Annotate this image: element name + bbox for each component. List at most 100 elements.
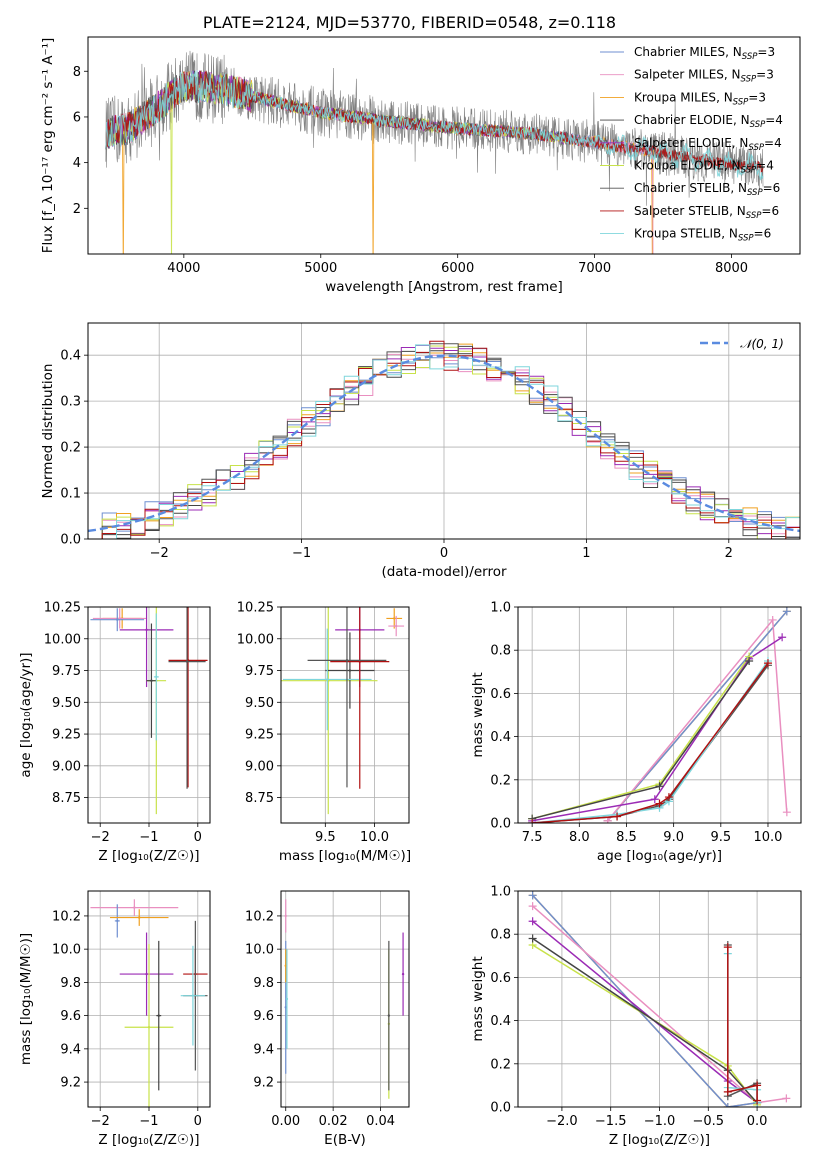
plot-area-spectrum (105, 50, 764, 254)
legend-n-value: 3 (766, 68, 774, 82)
legend-name: Salpeter MILES (634, 68, 724, 82)
legend-n-value: 3 (758, 90, 766, 104)
plus-marker (723, 1103, 732, 1107)
legend-n-prefix: , N (724, 68, 741, 82)
legend-entry: Chabrier STELIB, NSSP=6 (634, 181, 780, 198)
legend-subscript: SSP (748, 143, 764, 153)
legend-name: Chabrier STELIB (634, 181, 730, 195)
x-tick-label: 7000 (578, 261, 611, 276)
legend-n-prefix: , N (733, 113, 750, 127)
y-tick-label: 1.0 (490, 885, 511, 900)
data-point (138, 916, 141, 919)
legend-n-value: 6 (764, 227, 772, 241)
y-tick-label: 8.75 (52, 791, 81, 806)
panel-mass_vs_EBV: 0.00 0.02 0.04 9.2 9.4 9.6 9.8 10.0 10.2 E(B-V) (245, 890, 410, 1148)
y-tick-label: 9.50 (245, 696, 274, 711)
axes-frame (87, 322, 801, 540)
plus-marker (528, 819, 537, 823)
y-tick-label: 0.8 (490, 644, 511, 659)
legend-subscript: SSP (746, 211, 762, 221)
data-point (116, 618, 119, 621)
y-tick-label: 10.25 (237, 601, 274, 616)
data-point (145, 972, 148, 976)
y-axis-label: mass [log₁₀(M/M☉)] (18, 933, 34, 1065)
plus-marker (613, 812, 622, 821)
data-point (185, 660, 189, 663)
x-tick-label: −2 (150, 546, 169, 561)
y-tick-label: 0.1 (60, 487, 81, 502)
y-tick-label: 0.4 (490, 1014, 511, 1029)
x-tick-label: −1 (139, 1114, 158, 1129)
y-tick-label: 9.2 (253, 1076, 274, 1091)
legend-n-value: 4 (774, 136, 782, 150)
legend-name: Salpeter STELIB (634, 204, 729, 218)
x-tick-label: 0.0 (747, 1114, 768, 1129)
legend-entry: Kroupa MILES, NSSP=3 (634, 90, 766, 107)
data-point (358, 660, 361, 663)
legend-entry: Salpeter ELODIE, NSSP=4 (634, 136, 782, 153)
data-point (393, 617, 396, 620)
legend-subscript: SSP (742, 52, 758, 62)
legend-n-value: 3 (767, 45, 775, 59)
y-tick-label: 10.00 (44, 632, 81, 647)
data-point (155, 675, 158, 679)
x-axis-label: Z [log₁₀(Z/Z☉)] (98, 848, 199, 864)
x-tick-label: 0 (194, 830, 202, 845)
axes-frame (517, 890, 802, 1108)
data-point (157, 1014, 160, 1017)
plus-marker (782, 808, 791, 817)
x-tick-label: 10.0 (360, 830, 389, 845)
legend-eq: = (763, 181, 773, 195)
x-tick-label: 5000 (304, 261, 337, 276)
data-point (284, 914, 287, 918)
panel-weight_vs_age: 7.5 8.0 8.5 9.0 9.5 10.0 0.0 0.2 0.4 0.6 0.8 1.0 age… (470, 601, 802, 864)
data-point (145, 628, 148, 632)
x-tick-label: 0.02 (319, 1114, 348, 1129)
plus-marker (763, 659, 772, 668)
axes-frame (517, 606, 802, 824)
plot-area-age_vs_Z (90, 607, 208, 815)
legend-name: Kroupa ELODIE (634, 159, 724, 173)
y-tick-label: 9.4 (253, 1042, 274, 1057)
data-point (345, 659, 349, 662)
series-line-chabrier-miles (532, 894, 758, 1107)
x-tick-label: 6000 (441, 261, 474, 276)
y-axis-label: mass weight (470, 672, 486, 757)
plus-marker (528, 917, 537, 926)
x-tick-label: 2 (725, 546, 733, 561)
y-tick-label: 9.25 (52, 728, 81, 743)
axes-frame (87, 890, 211, 1108)
x-tick-label: 9.0 (663, 830, 684, 845)
model-line-salpeter-miles (120, 71, 654, 254)
legend-n-value: 6 (771, 204, 779, 218)
data-point (191, 994, 195, 997)
chart-title: PLATE=2124, MJD=53770, FIBERID=0548, z=0… (203, 13, 616, 32)
legend-n-prefix: , N (724, 159, 741, 173)
series-line-kroupa-elodie (532, 656, 750, 820)
series-line-kroupa-elodie (532, 944, 758, 1106)
y-tick-label: 0.4 (60, 349, 81, 364)
y-tick-label: 9.25 (245, 728, 274, 743)
plus-marker (768, 615, 777, 624)
y-tick-label: 0.6 (490, 687, 511, 702)
x-tick-label: −2 (91, 1114, 110, 1129)
panel-age_vs_mass: 9.5 10.0 8.75 9.00 9.25 9.50 9.75 10.00 10.25 mas… (237, 601, 411, 865)
y-tick-label: 9.00 (52, 759, 81, 774)
legend-n-prefix: , N (725, 45, 742, 59)
data-point (387, 1014, 391, 1017)
x-tick-label: 10.0 (754, 830, 783, 845)
plus-marker (650, 795, 659, 804)
legend-entry: Chabrier ELODIE, NSSP=4 (634, 113, 783, 130)
y-tick-label: 10.2 (52, 909, 81, 924)
x-tick-label: −1.5 (595, 1114, 627, 1129)
plus-marker (778, 633, 787, 642)
legend-eq: = (756, 68, 766, 82)
y-tick-label: 0.8 (490, 928, 511, 943)
y-tick-label: 9.6 (253, 1009, 274, 1024)
data-point (395, 624, 398, 628)
y-tick-label: 0.2 (490, 1057, 511, 1072)
series-line-chabrier-stelib (727, 945, 758, 1103)
legend-eq: = (757, 45, 767, 59)
